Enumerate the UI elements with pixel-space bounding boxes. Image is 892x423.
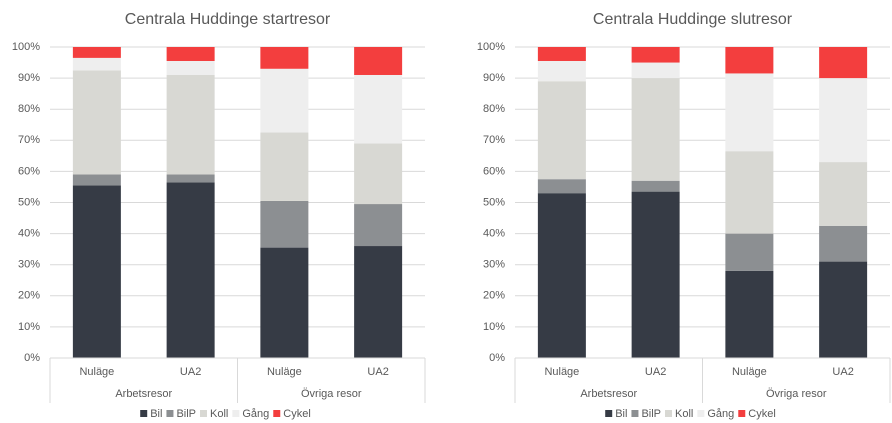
bar-segment (631, 180, 680, 192)
bar-segment (354, 47, 403, 75)
bar-segment (537, 60, 586, 82)
x-tick-label: Nuläge (267, 366, 302, 378)
y-tick-label: 100% (477, 41, 505, 53)
group-label: Övriga resor (766, 388, 827, 400)
bar-segment (819, 261, 868, 358)
legend-swatch (200, 410, 208, 417)
y-tick-label: 50% (18, 196, 40, 208)
x-tick-label: Nuläge (544, 366, 579, 378)
legend-swatch (273, 410, 281, 417)
y-tick-label: 90% (18, 72, 40, 84)
bar-segment (166, 47, 215, 61)
y-tick-label: 10% (483, 321, 505, 333)
y-tick-label: 80% (483, 103, 505, 115)
legend-label: BilP (176, 408, 196, 420)
bar-segment (631, 47, 680, 63)
bar-segment (166, 182, 215, 358)
bar-segment (819, 225, 868, 262)
y-tick-label: 80% (18, 103, 40, 115)
legend-swatch (738, 410, 746, 417)
bar-segment (72, 174, 121, 186)
legend-label: Gång (707, 408, 734, 420)
legend-label: Bil (615, 408, 627, 420)
legend-label: Gång (242, 408, 269, 420)
bar-segment (354, 246, 403, 358)
legend-swatch (232, 410, 240, 417)
legend-swatch (697, 410, 705, 417)
y-tick-label: 40% (483, 228, 505, 240)
y-tick-label: 70% (18, 134, 40, 146)
bar-segment (537, 47, 586, 61)
group-label: Övriga resor (301, 388, 362, 400)
bar-segment (537, 193, 586, 358)
bar-segment (725, 270, 774, 358)
bar-segment (537, 81, 586, 180)
bar-segment (354, 74, 403, 144)
bar-segment (166, 74, 215, 175)
x-tick-label: UA2 (832, 366, 853, 378)
bar-segment (537, 179, 586, 194)
bar-segment (166, 60, 215, 75)
bar-segment (819, 47, 868, 79)
bar-segment (354, 143, 403, 205)
y-tick-label: 30% (18, 259, 40, 271)
legend-swatch (140, 410, 148, 417)
legend-swatch (665, 410, 673, 417)
legend-label: Cykel (748, 408, 776, 420)
bar-segment (819, 78, 868, 163)
y-tick-label: 50% (483, 196, 505, 208)
y-tick-label: 10% (18, 321, 40, 333)
legend-label: Cykel (283, 408, 311, 420)
bar-segment (72, 185, 121, 358)
bar-segment (72, 47, 121, 58)
legend-label: Bil (150, 408, 162, 420)
legend-swatch (166, 410, 174, 417)
y-tick-label: 40% (18, 228, 40, 240)
bar-segment (725, 233, 774, 271)
y-tick-label: 60% (483, 165, 505, 177)
x-tick-label: UA2 (645, 366, 666, 378)
legend-label: Koll (675, 408, 693, 420)
bar-segment (260, 132, 309, 201)
group-label: Arbetsresor (580, 388, 637, 400)
bar-segment (354, 204, 403, 247)
chart-title: Centrala Huddinge slutresor (593, 11, 793, 28)
bar-segment (260, 247, 309, 358)
x-tick-label: UA2 (180, 366, 201, 378)
bar-segment (72, 57, 121, 71)
bar-segment (631, 62, 680, 79)
legend-swatch (605, 410, 613, 417)
x-tick-label: UA2 (367, 366, 388, 378)
y-tick-label: 0% (24, 352, 40, 364)
legend-label: Koll (210, 408, 228, 420)
legend-swatch (631, 410, 639, 417)
y-tick-label: 90% (483, 72, 505, 84)
legend-label: BilP (641, 408, 661, 420)
bar-segment (819, 162, 868, 226)
y-tick-label: 60% (18, 165, 40, 177)
bar-segment (260, 200, 309, 248)
chart-title: Centrala Huddinge startresor (125, 11, 331, 28)
y-tick-label: 100% (12, 41, 40, 53)
group-label: Arbetsresor (115, 388, 172, 400)
bar-segment (260, 47, 309, 69)
y-tick-label: 30% (483, 259, 505, 271)
bar-segment (725, 151, 774, 234)
x-tick-label: Nuläge (732, 366, 767, 378)
x-tick-label: Nuläge (79, 366, 114, 378)
y-tick-label: 0% (489, 352, 505, 364)
bar-segment (631, 78, 680, 181)
bar-segment (725, 47, 774, 74)
bar-segment (725, 73, 774, 152)
bar-segment (631, 191, 680, 358)
bar-segment (260, 68, 309, 133)
bar-segment (72, 70, 121, 175)
y-tick-label: 20% (483, 290, 505, 302)
y-tick-label: 70% (483, 134, 505, 146)
bar-segment (166, 174, 215, 183)
y-tick-label: 20% (18, 290, 40, 302)
